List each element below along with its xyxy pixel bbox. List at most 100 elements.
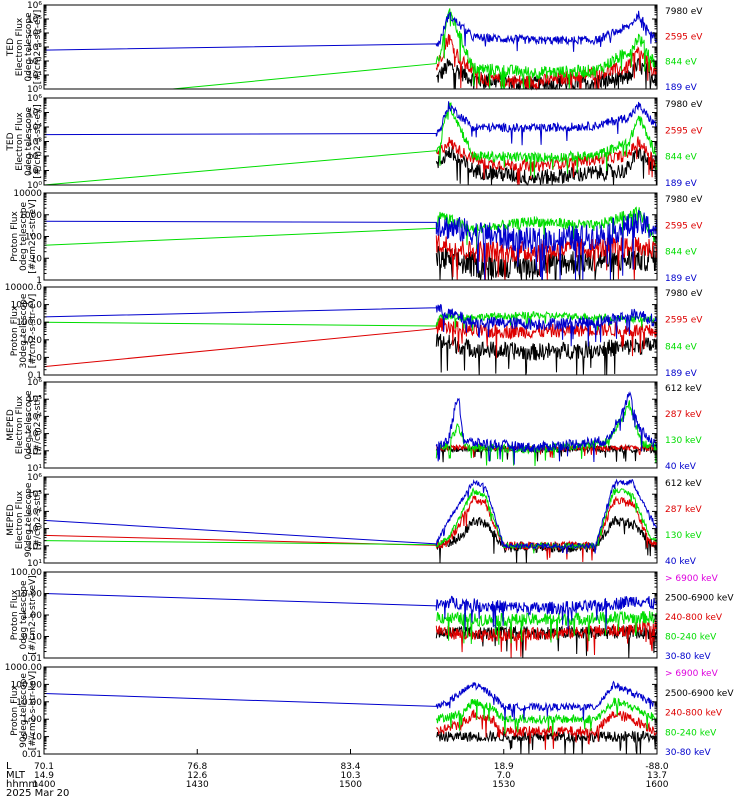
ylabel-line: Electron Flux <box>15 112 25 171</box>
series-line-30-80-kev <box>43 680 658 721</box>
ylabel-line: [#/cm2-s-str-keV] <box>28 671 38 750</box>
panel-2-series <box>43 101 658 187</box>
series-line-80-240-kev <box>435 697 658 736</box>
ytick-label: 100.0 <box>16 318 42 328</box>
ylabel-line: [#/cm2-s-str] <box>33 490 43 550</box>
ytick-label: 10⁴ <box>27 507 42 517</box>
ylabel-line: TED <box>6 132 16 151</box>
ytick-label: 10² <box>27 57 42 67</box>
panel-3-series <box>43 206 658 281</box>
xrow-label-l: L <box>6 761 12 772</box>
ytick-label: 10⁵ <box>27 15 42 25</box>
series-line-40-kev <box>435 391 658 465</box>
xtick-label: 1600 <box>646 780 669 790</box>
xtick-label: 1430 <box>186 780 209 790</box>
ytick-label: 1000.0 <box>11 301 43 311</box>
legend-entry: 7980 eV <box>665 7 703 17</box>
legend-entry: 80-240 keV <box>665 728 717 738</box>
legend-entry: 2595 eV <box>665 32 703 42</box>
ytick-label: 10.00 <box>16 590 42 600</box>
series-line-844-ev <box>43 310 658 332</box>
ytick-label: 10⁴ <box>27 123 42 133</box>
legend-entry: 287 keV <box>665 505 702 515</box>
ytick-label: 10³ <box>27 525 42 535</box>
panel-4-frame <box>43 286 658 376</box>
ytick-label: 10¹ <box>27 167 42 177</box>
ytick-label: 10⁴ <box>27 412 42 422</box>
legend-entry: 189 eV <box>665 83 698 93</box>
ylabel-line: Electron Flux <box>15 395 25 454</box>
panel-6-series <box>43 478 658 564</box>
panel-1-series <box>43 8 658 91</box>
legend-entry: 2595 eV <box>665 316 703 326</box>
panel-4: 0.1 1.0 10.0 100.0 1000.0 10000.0 Proton Flux 3… <box>5 283 704 381</box>
ytick-label: 0.01 <box>22 654 42 664</box>
ylabel-line: 90deg telescope <box>19 673 29 748</box>
legend-entry: 130 keV <box>665 436 702 446</box>
ytick-label: 10⁵ <box>27 109 42 119</box>
series-line-80-240-kev <box>436 610 658 645</box>
xtick-label: 10.3 <box>340 771 360 781</box>
ytick-label: 10⁰ <box>27 181 42 191</box>
xtick-label: 14.9 <box>34 771 54 781</box>
panel-2: 10⁰ 10¹ 10² 10³ 10⁴ 10⁵ 10⁶ TED Electron Flux 0de… <box>6 94 703 191</box>
panel-7: 0.01 0.10 1.00 10.00 100.00 Proton Flux 0deg t… <box>10 568 734 664</box>
ytick-label: 0.10 <box>22 733 42 743</box>
ytick-label: 0.1 <box>28 371 42 381</box>
ylabel-line: 0deg telescope <box>24 12 34 82</box>
ytick-label: 10⁶ <box>27 473 42 483</box>
ytick-label: 1.00 <box>22 715 42 725</box>
ylabel-line: Proton Flux <box>10 589 20 640</box>
legend-entry: 287 keV <box>665 410 702 420</box>
ytick-label: 10¹ <box>27 464 42 474</box>
series-line-189-ev <box>43 209 658 281</box>
ytick-label: 100.00 <box>11 568 43 578</box>
legend-entry: 189 eV <box>665 274 698 284</box>
legend-entry: 40 keV <box>665 557 697 567</box>
xtick-label: 1400 <box>33 780 56 790</box>
legend-entry: 189 eV <box>665 369 698 379</box>
ytick-label: 10.0 <box>22 336 42 346</box>
ytick-label: 100 <box>25 233 42 243</box>
ylabel-line: [#/cm2-s-str-keV] <box>28 575 38 654</box>
legend-entry: 2500-6900 keV <box>665 594 734 604</box>
ytick-label: 10⁵ <box>27 490 42 500</box>
panel-5-frame <box>43 381 658 469</box>
series-line-189-ev <box>43 303 658 347</box>
xtick-label: 70.1 <box>34 762 54 772</box>
legend-entry: 844 eV <box>665 248 698 258</box>
ytick-label: 10⁶ <box>27 94 42 104</box>
panel-1: 10⁰ 10¹ 10² 10³ 10⁴ 10⁵ 10⁶ TED Electron Flux 0de… <box>6 1 703 95</box>
legend-entry: 189 eV <box>665 179 698 189</box>
ylabel-line: [#/cm2-s-str] <box>33 395 43 455</box>
series-line-844-ev <box>43 102 658 186</box>
ylabel-line: Proton Flux <box>10 305 20 356</box>
ytick-label: 10000 <box>13 189 42 199</box>
xrow-label-mlt: MLT <box>6 770 26 781</box>
panel-5-series <box>435 391 658 467</box>
ytick-label: 10⁴ <box>27 29 42 39</box>
ytick-label: 10² <box>27 542 42 552</box>
series-line-189-ev <box>43 10 658 52</box>
ytick-label: 1.00 <box>22 611 42 621</box>
xtick-label: 76.8 <box>187 762 207 772</box>
ytick-label: 10¹ <box>27 71 42 81</box>
series-line-287-kev <box>43 495 658 563</box>
legend-entry: 80-240 keV <box>665 633 717 643</box>
legend-entry: 612 keV <box>665 479 702 489</box>
legend-entry: 2595 eV <box>665 126 703 136</box>
series-line-240-800-kev <box>435 709 658 750</box>
ytick-label: 10³ <box>27 138 42 148</box>
ytick-label: 100.00 <box>11 680 43 690</box>
ytick-label: 10³ <box>27 430 42 440</box>
xrow-label-hhmm: hhmm <box>6 779 38 790</box>
ytick-label: 1000 <box>19 211 42 221</box>
x-date: 2025 Mar 20 <box>6 788 69 799</box>
series-line-30-80-kev <box>43 593 658 630</box>
panel-6: 10¹ 10² 10³ 10⁴ 10⁵ 10⁶ MEPED Electron Flux 90de… <box>6 473 702 569</box>
series-line-240-800-kev <box>435 620 658 659</box>
ytick-label: 10⁰ <box>27 85 42 95</box>
legend-entry: 7980 eV <box>665 289 703 299</box>
ytick-label: 0.10 <box>22 633 42 643</box>
